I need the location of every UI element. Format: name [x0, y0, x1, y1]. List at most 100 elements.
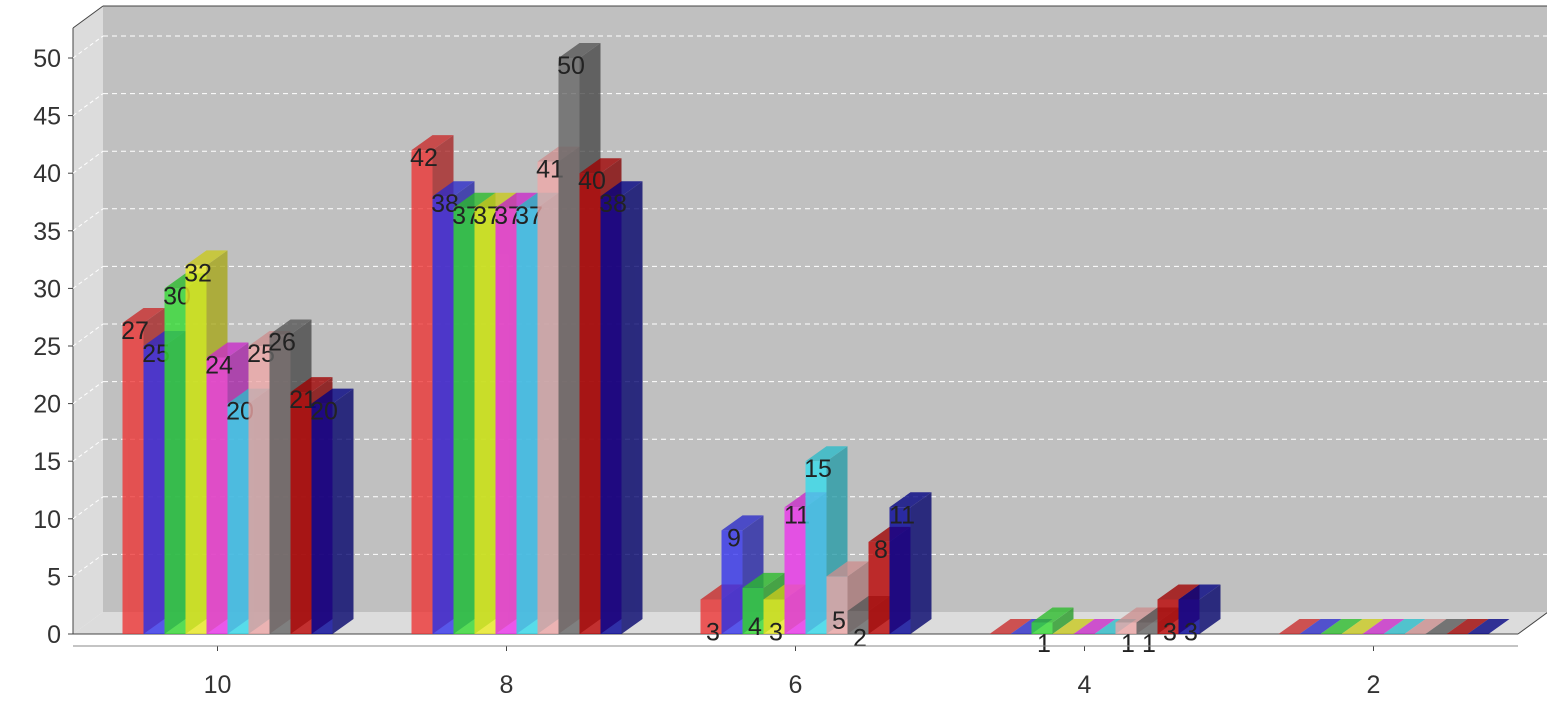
- bar-front: [784, 507, 806, 634]
- bar-top: [1178, 584, 1221, 600]
- bar-3-3: [1052, 619, 1095, 634]
- y-tick-label: 30: [33, 275, 61, 303]
- bar-front: [537, 161, 559, 634]
- data-label: 3: [769, 619, 783, 647]
- y-axis-top-edge: [72, 5, 104, 29]
- bar-3-4: [1073, 619, 1116, 634]
- bar-3-9: [1178, 584, 1221, 634]
- bar-front: [227, 403, 249, 634]
- y-tick-label: 0: [47, 621, 61, 649]
- data-label: 1: [1037, 630, 1051, 658]
- bar-4-5: [1383, 619, 1426, 634]
- grid-line-side: [72, 496, 104, 520]
- bar-side: [621, 181, 643, 635]
- bar-front: [889, 507, 911, 634]
- bar-side: [1199, 584, 1221, 634]
- bar-front: [1157, 599, 1179, 634]
- bar-front: [432, 196, 454, 635]
- bar-front: [122, 322, 144, 634]
- bar-top: [1446, 619, 1489, 634]
- bar-top: [432, 181, 475, 197]
- data-label: 4: [748, 613, 762, 641]
- bar-front: [700, 599, 722, 634]
- bar-4-1: [1299, 619, 1342, 634]
- bar-top: [1320, 619, 1363, 634]
- bar-top: [474, 192, 517, 208]
- bar-front: [600, 196, 622, 635]
- bar-top: [269, 319, 312, 335]
- data-label: 38: [599, 190, 627, 218]
- y-tick-label: 5: [47, 563, 61, 591]
- bar-3-0: [989, 619, 1032, 634]
- bar-front: [143, 346, 165, 634]
- bar-front: [868, 541, 890, 634]
- bar-top: [1278, 619, 1321, 634]
- x-axis-end-edge: [1517, 612, 1547, 635]
- bar-front: [1136, 622, 1158, 634]
- bar-top: [122, 307, 165, 323]
- bar-top: [206, 342, 249, 358]
- bar-4-3: [1341, 619, 1384, 634]
- bar-top: [1404, 619, 1447, 634]
- bar-top: [1425, 619, 1468, 634]
- y-tick-label: 35: [33, 218, 61, 246]
- bar-front: [453, 207, 475, 634]
- y-tick-label: 45: [33, 103, 61, 131]
- data-label: 1: [1142, 630, 1156, 658]
- bar-top: [1467, 619, 1510, 634]
- bar-front: [269, 334, 291, 634]
- bar-4-6: [1404, 619, 1447, 634]
- bar-front: [742, 587, 764, 634]
- bar-4-7: [1425, 619, 1468, 634]
- bar-top: [558, 43, 601, 58]
- data-label: 42: [410, 144, 438, 172]
- y-tick-label: 15: [33, 448, 61, 476]
- data-label: 3: [706, 619, 720, 647]
- bar-front: [290, 392, 312, 634]
- bar-front: [206, 357, 228, 634]
- grid-line-side: [72, 150, 104, 174]
- bar-top: [600, 181, 643, 197]
- bar-front: [495, 207, 517, 634]
- bar-side: [332, 388, 354, 634]
- bar-top: [805, 446, 848, 462]
- bar-side: [910, 492, 932, 634]
- bar-front: [558, 58, 580, 634]
- bar-top: [1362, 619, 1405, 634]
- bar-top: [1383, 619, 1426, 634]
- y-tick-label: 20: [33, 391, 61, 419]
- bar-top: [1115, 607, 1158, 623]
- bar-side: [1052, 607, 1074, 634]
- bar-front: [185, 265, 207, 634]
- bar-4-4: [1362, 619, 1405, 634]
- bar-front: [1178, 599, 1200, 634]
- y-tick-label: 40: [33, 160, 61, 188]
- data-label: 1: [1121, 630, 1135, 658]
- y-tick-label: 10: [33, 506, 61, 534]
- bar-front: [474, 207, 496, 634]
- bar-top: [411, 135, 454, 151]
- grid-line-side: [72, 553, 104, 577]
- bar-3-2: [1031, 607, 1074, 634]
- bar-top: [1299, 619, 1342, 634]
- x-tick-label: 8: [500, 671, 514, 698]
- grid-line-side: [72, 323, 104, 347]
- data-label: 3: [1184, 619, 1198, 647]
- bar-top: [1073, 619, 1116, 634]
- bar-top: [579, 158, 622, 174]
- bar-front: [579, 173, 601, 634]
- bar-top: [889, 492, 932, 508]
- grid-line-side: [72, 438, 104, 462]
- bar-front: [763, 599, 785, 634]
- bar-front: [721, 530, 743, 634]
- data-label: 50: [557, 52, 585, 80]
- grid-line-side: [72, 265, 104, 289]
- data-label: 11: [889, 501, 915, 529]
- bar-top: [989, 619, 1032, 634]
- data-label: 40: [578, 167, 606, 195]
- x-tick-label: 10: [204, 671, 232, 698]
- grid-line-side: [72, 93, 104, 117]
- bar-top: [185, 250, 228, 266]
- y-tick-label: 25: [33, 333, 61, 361]
